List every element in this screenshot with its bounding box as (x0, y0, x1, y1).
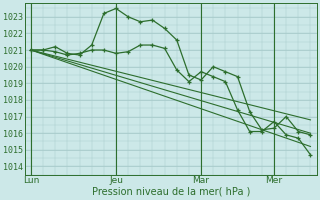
X-axis label: Pression niveau de la mer( hPa ): Pression niveau de la mer( hPa ) (92, 187, 250, 197)
